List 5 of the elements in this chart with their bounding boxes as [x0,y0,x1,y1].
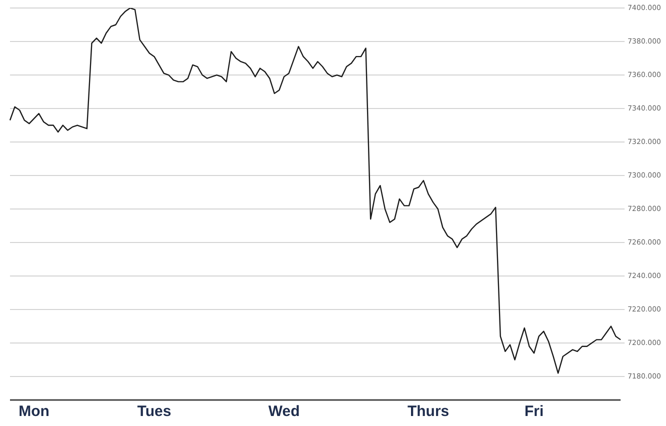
x-tick-label: Mon [18,403,50,420]
x-tick-label: Thurs [407,403,450,420]
x-tick-label: Wed [268,403,300,420]
x-tick-label: Tues [137,403,172,420]
x-tick-label: Fri [524,403,544,420]
